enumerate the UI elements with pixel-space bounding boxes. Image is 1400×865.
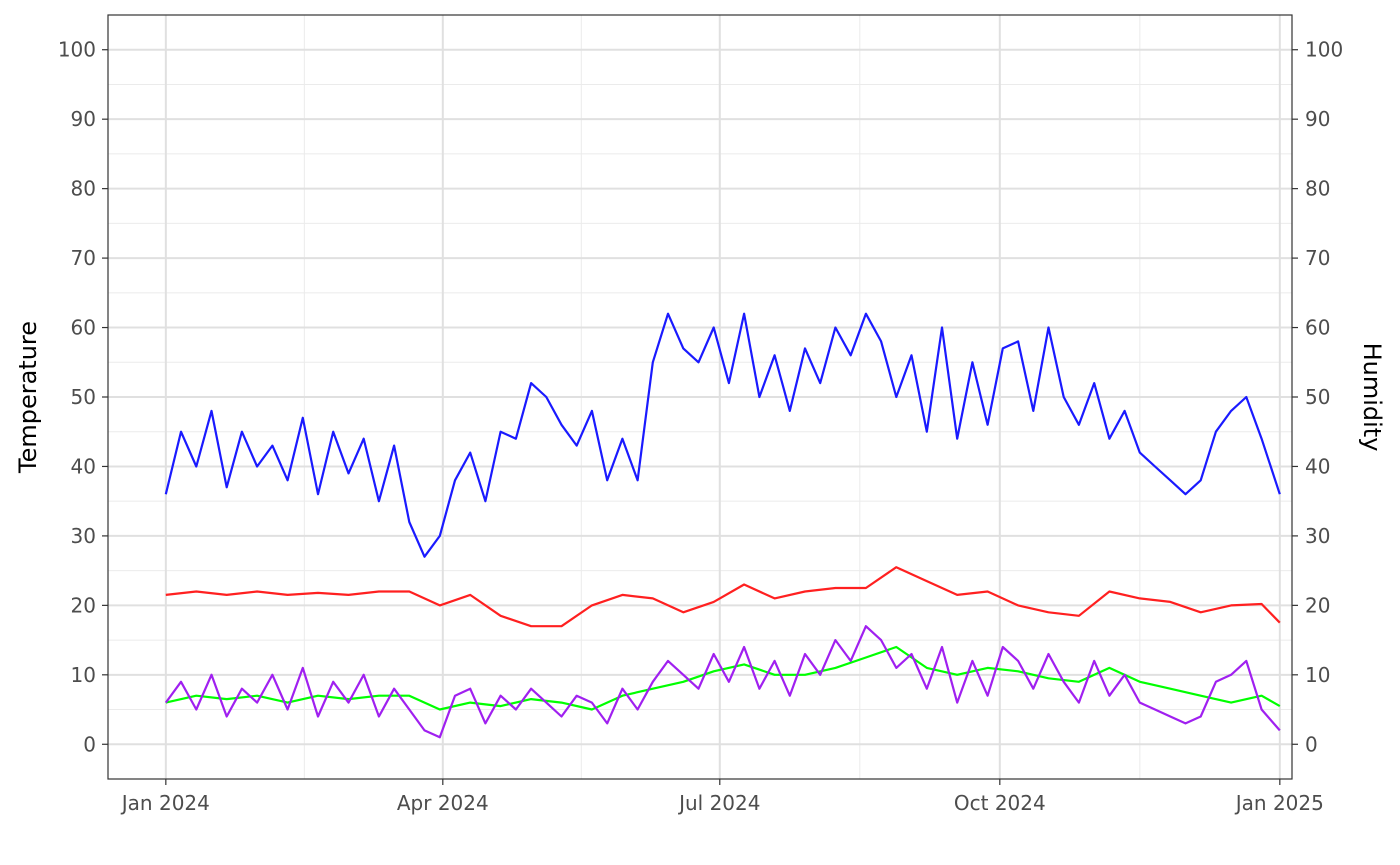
y-axis-title-right: Humidity xyxy=(1358,343,1386,452)
y-axis-title-left: Temperature xyxy=(14,321,42,474)
x-tick-label: Oct 2024 xyxy=(954,791,1046,815)
y-tick-label-right: 80 xyxy=(1305,177,1330,201)
series-layer xyxy=(164,312,1281,739)
y-tick-label-left: 70 xyxy=(71,246,96,270)
y-tick-label-right: 20 xyxy=(1305,593,1330,617)
y-tick-label-left: 10 xyxy=(71,663,96,687)
series-line-1 xyxy=(164,312,1281,558)
x-tick-label: Jul 2024 xyxy=(677,791,760,815)
y-tick-label-right: 40 xyxy=(1305,454,1330,478)
series-line-3 xyxy=(165,645,1281,711)
y-tick-label-left: 20 xyxy=(71,593,96,617)
y-tick-label-right: 100 xyxy=(1305,38,1343,62)
x-tick-label: Jan 2025 xyxy=(1234,791,1324,815)
y-tick-label-right: 10 xyxy=(1305,663,1330,687)
x-tick-label: Apr 2024 xyxy=(397,791,489,815)
y-tick-label-right: 70 xyxy=(1305,246,1330,270)
y-tick-label-left: 0 xyxy=(83,732,96,756)
y-tick-label-left: 30 xyxy=(71,524,96,548)
series-line-4 xyxy=(164,625,1281,739)
y-tick-label-left: 50 xyxy=(71,385,96,409)
y-tick-label-left: 60 xyxy=(71,316,96,340)
axis-ticks xyxy=(102,49,1298,785)
y-tick-label-left: 100 xyxy=(58,38,96,62)
y-tick-label-left: 90 xyxy=(71,107,96,131)
series-line-2 xyxy=(165,566,1281,628)
y-tick-label-right: 30 xyxy=(1305,524,1330,548)
tick-labels: 0 10 20 30 40 50 60 70 80 90 100 0 10 20 30 40 50 60 70 80 9… xyxy=(58,38,1343,815)
y-tick-label-right: 90 xyxy=(1305,107,1330,131)
y-tick-label-left: 80 xyxy=(71,177,96,201)
grid-major xyxy=(108,15,1292,779)
x-tick-label: Jan 2024 xyxy=(120,791,210,815)
y-tick-label-left: 40 xyxy=(71,454,96,478)
y-tick-label-right: 0 xyxy=(1305,732,1318,756)
y-tick-label-right: 50 xyxy=(1305,385,1330,409)
y-tick-label-right: 60 xyxy=(1305,316,1330,340)
